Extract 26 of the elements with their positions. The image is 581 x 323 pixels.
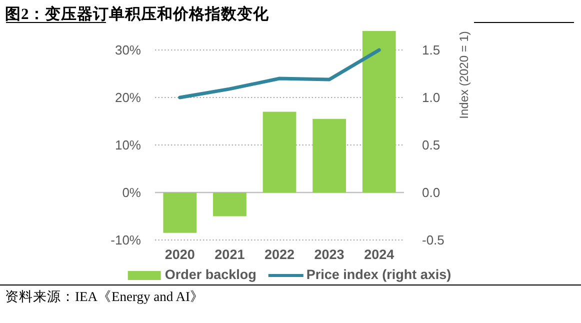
text: 资料来源：IEA《Energy and AI》 [5, 289, 204, 304]
line-series [178, 48, 381, 100]
y-tick-label: 20% [114, 90, 142, 105]
legend-label: Order backlog [164, 267, 256, 282]
bar [163, 192, 197, 233]
legend-label: Price index (right axis) [306, 267, 452, 282]
bar [213, 192, 246, 216]
x-tick-label: 2022 [264, 247, 295, 262]
y2-tick-label: 1.5 [422, 42, 440, 58]
y2-tick-label: 1.0 [422, 90, 440, 105]
bar [312, 118, 346, 192]
x-tick-label: 2023 [314, 247, 345, 262]
x-tick-label: 2024 [364, 247, 395, 262]
y2-tick-label: -0.5 [422, 232, 444, 248]
bar [262, 112, 296, 192]
y-tick-label: -10% [110, 232, 142, 248]
y-tick-label: 30% [114, 42, 142, 58]
y-tick-label: 10% [114, 138, 142, 152]
y-tick-label: 0% [122, 185, 142, 200]
x-tick-label: 2020 [164, 247, 195, 262]
x-tick-label: 2021 [214, 247, 246, 262]
bar [362, 31, 396, 192]
y2-tick-label: 0.5 [422, 138, 440, 152]
chart-title: 图2：变压器订单积压和价格指数变化 [5, 5, 270, 23]
y2-axis-title: Index (2020 = 1) [457, 31, 471, 119]
y2-tick-label: 0.0 [422, 185, 440, 200]
